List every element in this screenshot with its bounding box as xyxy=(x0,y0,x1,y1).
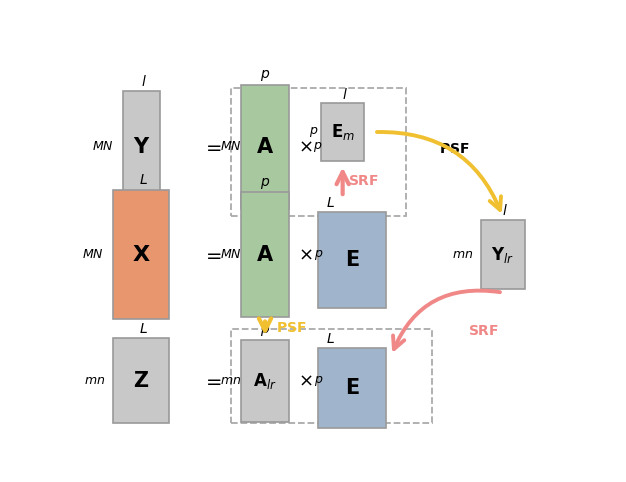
Text: $\mathbf{E}$: $\mathbf{E}$ xyxy=(345,378,360,398)
Text: $\mathbf{PSF}$: $\mathbf{PSF}$ xyxy=(277,321,307,335)
Text: $\it{p}$: $\it{p}$ xyxy=(260,175,270,190)
Text: $\mathbf{E}_{m}$: $\mathbf{E}_{m}$ xyxy=(331,122,355,142)
Bar xyxy=(113,338,169,423)
Text: $\mathbf{Z}$: $\mathbf{Z}$ xyxy=(133,371,150,391)
Bar xyxy=(241,340,289,422)
Text: $\mathbf{A}$: $\mathbf{A}$ xyxy=(256,137,274,157)
Text: $\mathit{mn}$: $\mathit{mn}$ xyxy=(220,374,242,387)
Bar xyxy=(231,329,433,423)
Text: $\it{l}$: $\it{l}$ xyxy=(502,203,508,218)
Bar xyxy=(321,103,364,161)
Text: $\mathbf{SRF}$: $\mathbf{SRF}$ xyxy=(468,323,499,337)
Text: $\mathit{MN}$: $\mathit{MN}$ xyxy=(220,248,242,261)
Text: $\it{L}$: $\it{L}$ xyxy=(326,196,335,210)
Text: $\mathit{MN}$: $\mathit{MN}$ xyxy=(92,140,114,153)
Text: $\times$: $\times$ xyxy=(298,138,312,156)
Text: $\it{p}$: $\it{p}$ xyxy=(314,248,324,262)
Bar xyxy=(481,220,525,289)
Bar xyxy=(241,85,289,209)
Text: $\times$: $\times$ xyxy=(298,245,312,264)
Text: $\it{p}$: $\it{p}$ xyxy=(260,68,270,83)
Bar xyxy=(123,91,160,202)
Text: $\it{L}$: $\it{L}$ xyxy=(326,332,335,346)
Text: $=$: $=$ xyxy=(202,371,222,390)
Text: $\mathbf{Y}_{lr}$: $\mathbf{Y}_{lr}$ xyxy=(491,244,514,265)
Text: $\mathbf{Y}$: $\mathbf{Y}$ xyxy=(133,137,150,157)
Text: $\mathbf{A}_{lr}$: $\mathbf{A}_{lr}$ xyxy=(253,371,277,391)
Text: $\mathit{MN}$: $\mathit{MN}$ xyxy=(82,248,104,261)
Text: $=$: $=$ xyxy=(202,137,222,157)
Text: $\it{l}$: $\it{l}$ xyxy=(342,87,348,102)
Text: $\it{p}$: $\it{p}$ xyxy=(314,374,324,388)
Text: $\it{p}$: $\it{p}$ xyxy=(260,323,270,338)
Text: $\it{L}$: $\it{L}$ xyxy=(140,174,148,187)
Text: $\mathit{mn}$: $\mathit{mn}$ xyxy=(85,374,106,387)
Text: $\it{p}$: $\it{p}$ xyxy=(309,125,318,139)
Bar xyxy=(241,192,289,317)
Bar xyxy=(231,88,406,215)
Text: $\mathit{MN}$: $\mathit{MN}$ xyxy=(220,140,242,153)
Bar xyxy=(113,189,169,320)
Text: $\mathbf{E}$: $\mathbf{E}$ xyxy=(345,250,360,270)
Text: $\mathbf{PSF}$: $\mathbf{PSF}$ xyxy=(439,142,470,156)
Text: $\times$: $\times$ xyxy=(298,372,312,390)
Bar xyxy=(319,212,386,308)
Text: $\it{L}$: $\it{L}$ xyxy=(140,322,148,336)
Text: $\mathit{mn}$: $\mathit{mn}$ xyxy=(452,248,473,261)
Text: $=$: $=$ xyxy=(202,245,222,264)
Text: $\mathbf{A}$: $\mathbf{A}$ xyxy=(256,244,274,265)
Text: $\mathbf{X}$: $\mathbf{X}$ xyxy=(132,244,151,265)
Text: $\mathbf{SRF}$: $\mathbf{SRF}$ xyxy=(347,174,379,188)
Text: $\it{p}$: $\it{p}$ xyxy=(313,140,322,154)
Bar xyxy=(319,348,386,428)
Text: $\it{l}$: $\it{l}$ xyxy=(141,74,146,90)
